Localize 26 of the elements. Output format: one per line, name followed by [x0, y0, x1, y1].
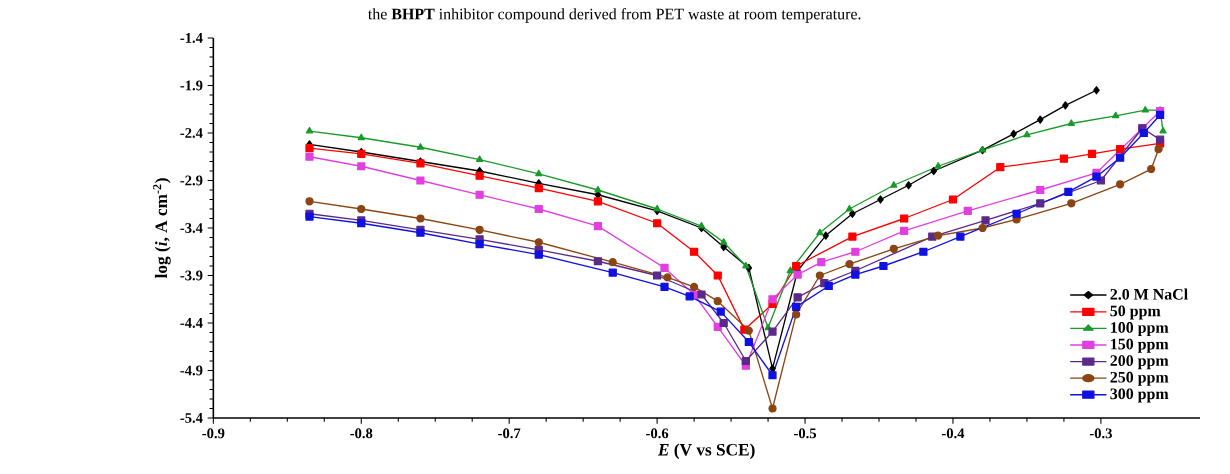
x-tick-label: -0.5 — [794, 428, 817, 439]
y-tick-label: -5.4 — [180, 413, 203, 423]
legend-label: 300 ppm — [1110, 388, 1169, 403]
x-tick-label: -0.4 — [941, 428, 965, 439]
legend-label: 200 ppm — [1110, 355, 1169, 370]
y-tick-label: -3.4 — [180, 223, 203, 233]
y-tick-label: -4.4 — [180, 318, 203, 328]
x-tick-label: -0.9 — [202, 428, 225, 439]
y-tick-label: -4.9 — [180, 365, 203, 376]
legend-label: 50 ppm — [1110, 305, 1161, 320]
legend-label: 150 ppm — [1111, 338, 1169, 353]
y-tick-label: -2.4 — [180, 128, 203, 138]
text: the BHPT inhibitor compound derived from PET waste at room temperature. — [368, 8, 861, 23]
y-tick-label: -1.9 — [180, 80, 203, 91]
x-tick-label: -0.8 — [350, 428, 373, 439]
legend-label: 250 ppm — [1110, 371, 1169, 386]
x-tick-label: -0.6 — [646, 428, 669, 439]
x-tick-label: -0.3 — [1089, 428, 1112, 439]
x-axis-title: E (V vs SCE) — [657, 443, 755, 460]
x-tick-label: -0.7 — [498, 428, 521, 439]
legend-label: 2.0 M NaCl — [1110, 288, 1188, 300]
legend-label: 100 ppm — [1111, 322, 1169, 337]
y-tick-label: -2.9 — [180, 175, 203, 186]
y-tick-label: -3.9 — [180, 270, 203, 281]
y-axis-title: log (i, A cm$^{-2}$) — [153, 178, 171, 279]
y-tick-label: -1.4 — [180, 33, 203, 43]
